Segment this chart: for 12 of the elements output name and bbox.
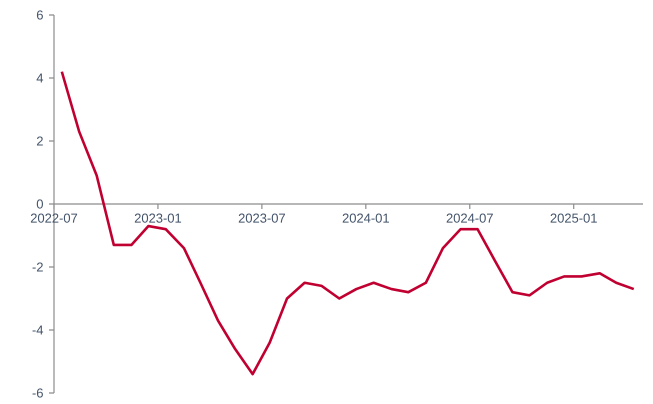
y-tick-label: 4 — [36, 74, 44, 82]
y-tick-label: 0 — [36, 199, 43, 209]
y-tick-label: 2 — [36, 136, 43, 146]
y-tick-label: -6 — [32, 388, 43, 398]
x-tick-label: 2025-01 — [550, 214, 597, 223]
y-tick-label: 6 — [36, 10, 43, 20]
x-tick-label: 2023-01 — [134, 214, 182, 223]
y-tick-label: -4 — [32, 326, 44, 334]
x-tick-label: 2023-07 — [238, 214, 285, 223]
x-tick-label: 2024-01 — [342, 214, 389, 223]
y-tick-label: -2 — [32, 262, 43, 272]
x-tick-label: 2024-07 — [446, 214, 493, 223]
